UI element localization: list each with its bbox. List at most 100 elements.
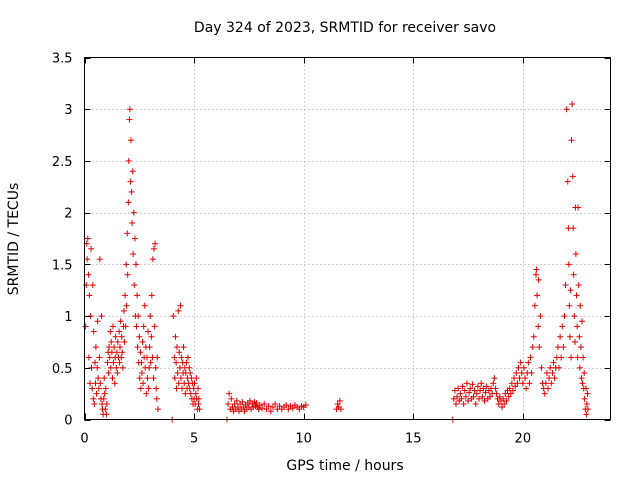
data-point <box>100 395 107 402</box>
data-point <box>579 380 586 387</box>
data-point <box>565 261 572 268</box>
data-point <box>125 199 132 206</box>
data-point <box>571 338 578 345</box>
data-point <box>137 349 144 356</box>
data-point <box>558 354 565 361</box>
data-point <box>85 271 92 278</box>
data-point <box>93 390 100 397</box>
data-point <box>101 375 108 382</box>
data-point <box>95 375 102 382</box>
data-point <box>108 349 115 356</box>
data-point <box>86 380 93 387</box>
data-point <box>490 380 497 387</box>
data-point <box>92 344 99 351</box>
data-point <box>126 106 133 113</box>
data-point <box>283 402 290 409</box>
data-point <box>187 390 194 397</box>
data-point <box>503 397 510 404</box>
data-point <box>170 313 177 320</box>
data-point <box>578 375 585 382</box>
data-point <box>509 387 516 394</box>
data-point <box>538 364 545 371</box>
y-tick-label: 2 <box>64 207 72 222</box>
data-point <box>130 251 137 258</box>
data-point <box>483 383 490 390</box>
data-point <box>150 375 157 382</box>
data-point <box>121 338 128 345</box>
data-point <box>147 313 154 320</box>
data-point <box>125 157 132 164</box>
data-point <box>336 397 343 404</box>
data-point <box>177 375 184 382</box>
data-point <box>567 287 574 294</box>
data-point <box>259 405 266 412</box>
data-point <box>492 385 499 392</box>
data-point <box>175 380 182 387</box>
data-point <box>561 313 568 320</box>
data-point <box>192 390 199 397</box>
data-point <box>88 364 95 371</box>
data-point <box>137 385 144 392</box>
data-point <box>114 369 121 376</box>
data-point <box>543 369 550 376</box>
data-point <box>579 318 586 325</box>
data-point <box>535 323 542 330</box>
data-point <box>225 400 232 407</box>
data-point <box>513 369 520 376</box>
data-point <box>106 354 113 361</box>
data-point <box>584 406 591 413</box>
y-tick-label: 3.5 <box>52 52 73 67</box>
data-point <box>146 364 153 371</box>
x-axis-label: GPS time / hours <box>286 458 403 474</box>
data-point <box>536 344 543 351</box>
data-point <box>123 261 130 268</box>
data-point <box>512 383 519 390</box>
data-point <box>532 271 539 278</box>
data-point <box>562 282 569 289</box>
data-point <box>231 400 238 407</box>
data-point <box>140 323 147 330</box>
data-point <box>229 404 236 411</box>
data-point <box>175 307 182 314</box>
data-point <box>525 359 532 366</box>
data-point <box>508 380 515 387</box>
data-point <box>519 380 526 387</box>
data-point <box>506 385 513 392</box>
data-point <box>86 292 93 299</box>
data-point <box>542 380 549 387</box>
data-point <box>85 354 92 361</box>
data-point <box>495 400 502 407</box>
data-point <box>98 313 105 320</box>
x-tick-label: 5 <box>190 432 198 447</box>
data-point <box>149 256 156 263</box>
data-point <box>511 375 518 382</box>
data-point <box>570 271 577 278</box>
y-tick-labels: 0 0.5 1 1.5 2 2.5 3 3.5 <box>52 52 73 429</box>
data-point <box>90 328 97 335</box>
data-point <box>296 406 303 413</box>
data-point <box>457 390 464 397</box>
data-point <box>143 390 150 397</box>
data-point <box>143 354 150 361</box>
data-point <box>173 385 180 392</box>
data-point <box>103 400 110 407</box>
data-point <box>256 402 263 409</box>
data-point <box>517 359 524 366</box>
data-point <box>555 364 562 371</box>
grid-lines <box>84 57 611 420</box>
data-point <box>111 380 118 387</box>
data-point <box>496 393 503 400</box>
data-point <box>576 364 583 371</box>
data-point <box>571 313 578 320</box>
data-point <box>516 375 523 382</box>
data-point <box>153 385 160 392</box>
data-point <box>541 390 548 397</box>
data-point <box>505 393 512 400</box>
data-point <box>176 364 183 371</box>
data-point <box>153 395 160 402</box>
data-point <box>575 204 582 211</box>
data-point <box>580 354 587 361</box>
data-point <box>482 389 489 396</box>
data-point <box>110 359 117 366</box>
